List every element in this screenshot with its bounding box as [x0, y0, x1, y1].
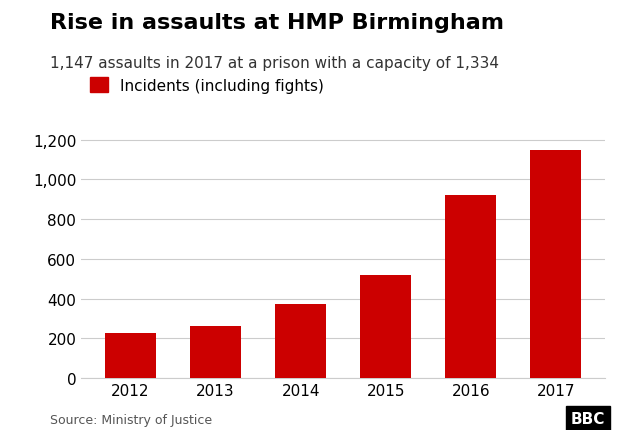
Text: Rise in assaults at HMP Birmingham: Rise in assaults at HMP Birmingham: [50, 13, 504, 33]
Bar: [446, 196, 496, 378]
Bar: [360, 275, 411, 378]
Legend: Incidents (including fights): Incidents (including fights): [84, 71, 330, 99]
Text: 1,147 assaults in 2017 at a prison with a capacity of 1,334: 1,147 assaults in 2017 at a prison with …: [50, 56, 499, 71]
Bar: [530, 151, 582, 378]
Bar: [190, 326, 241, 378]
Text: Source: Ministry of Justice: Source: Ministry of Justice: [50, 413, 212, 426]
Text: BBC: BBC: [571, 411, 605, 426]
Bar: [275, 304, 326, 378]
Bar: [105, 333, 156, 378]
